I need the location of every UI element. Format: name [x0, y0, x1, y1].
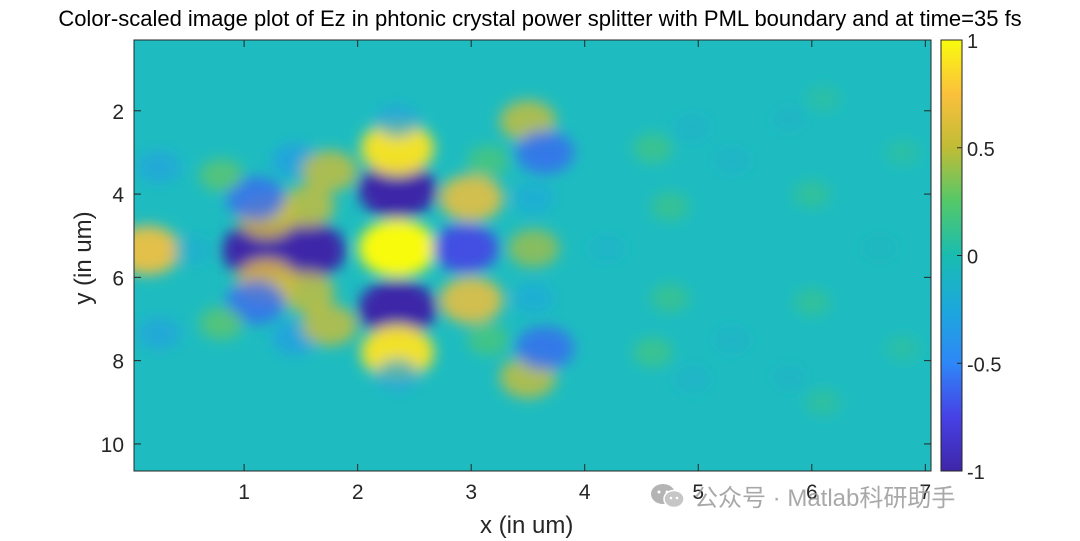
y-axis-label: y (in um): [70, 211, 97, 305]
field-extremum-11: [199, 306, 244, 340]
colorbar-tick-label: 0: [967, 247, 978, 269]
field-extremum-0: [134, 225, 181, 275]
field-extremum-51: [805, 85, 841, 112]
x-tick-label: 6: [806, 481, 818, 504]
field-extremum-49: [771, 364, 807, 391]
plot-frame: [133, 39, 932, 472]
field-extremum-40: [650, 192, 690, 221]
field-extremum-14: [301, 150, 358, 193]
field-extremum-30: [515, 130, 575, 175]
field-extremum-45: [713, 326, 751, 354]
x-tick-label: 4: [579, 481, 591, 504]
y-tick-label: 2: [112, 101, 124, 124]
field-extremum-46: [793, 180, 831, 208]
field-extremum-33: [512, 182, 555, 214]
watermark-text: 公众号 · Matlab科研助手: [694, 485, 956, 512]
field-extremum-16: [136, 150, 182, 184]
field-extremum-27: [432, 223, 499, 273]
field-extremum-7: [278, 271, 335, 313]
field-extremum-52: [862, 235, 898, 262]
field-extremum-17: [136, 317, 182, 350]
watermark: 公众号 · Matlab科研助手: [648, 478, 955, 513]
x-tick-label: 2: [352, 481, 364, 504]
field-extremum-39: [588, 234, 626, 262]
field-extremum-50: [805, 389, 841, 416]
field-extremum-53: [885, 139, 920, 166]
colorbar-axis: 1 0.5 0 -0.5 -1: [957, 31, 1001, 484]
field-extremum-42: [674, 113, 712, 142]
wechat-icon: [651, 483, 685, 508]
field-extremum-23: [375, 104, 420, 138]
field-extremum-24: [375, 358, 420, 392]
field-extremum-44: [713, 147, 751, 175]
x-tick-label: 7: [919, 481, 931, 504]
field-extremum-41: [650, 283, 690, 313]
field-extremum-35: [467, 145, 510, 177]
field-extremum-9: [226, 280, 285, 325]
field-extremum-10: [199, 158, 244, 192]
y-axis: 2 4 6 8 10: [101, 101, 931, 457]
colorbar-tick-label: 1: [967, 31, 978, 53]
field-extremum-19: [358, 160, 437, 219]
x-tick-label: 3: [465, 481, 477, 504]
field-extremum-38: [633, 337, 673, 367]
field-extremum-32: [507, 229, 560, 268]
field-extremum-20: [358, 279, 437, 338]
field-extremum-15: [301, 304, 358, 347]
field-extremum-8: [226, 176, 285, 221]
field-extremum-48: [771, 105, 807, 133]
field-extremum-36: [467, 324, 510, 356]
field-layer: [134, 85, 920, 416]
field-extremum-6: [278, 185, 335, 228]
x-tick-label: 5: [692, 481, 704, 504]
field-extremum-26: [439, 276, 504, 324]
colorbar-tick-label: -1: [967, 462, 985, 484]
field-extremum-47: [793, 288, 831, 317]
x-axis-label: x (in um): [480, 512, 574, 539]
field-extremum-22: [360, 325, 435, 380]
field-extremum-1: [173, 235, 213, 265]
x-axis: 1 2 3 4 5 6 7: [238, 40, 931, 504]
colorbar-tick-label: 0.5: [967, 139, 995, 161]
field-extremum-21: [360, 121, 435, 176]
y-tick-label: 6: [112, 267, 124, 290]
x-tick-label: 1: [238, 481, 250, 504]
field-extremum-18: [358, 219, 437, 278]
y-tick-label: 4: [112, 184, 124, 207]
field-extremum-54: [885, 335, 920, 361]
y-tick-label: 8: [112, 351, 124, 374]
field-extremum-25: [439, 174, 504, 222]
colorbar-tick-label: -0.5: [967, 354, 1001, 376]
field-extremum-34: [512, 282, 555, 314]
field-extremum-37: [633, 133, 673, 163]
chart-title: Color-scaled image plot of Ez in phtonic…: [58, 6, 1022, 31]
field-extremum-31: [515, 326, 575, 370]
y-tick-label: 10: [101, 434, 124, 457]
field-extremum-43: [674, 365, 712, 394]
